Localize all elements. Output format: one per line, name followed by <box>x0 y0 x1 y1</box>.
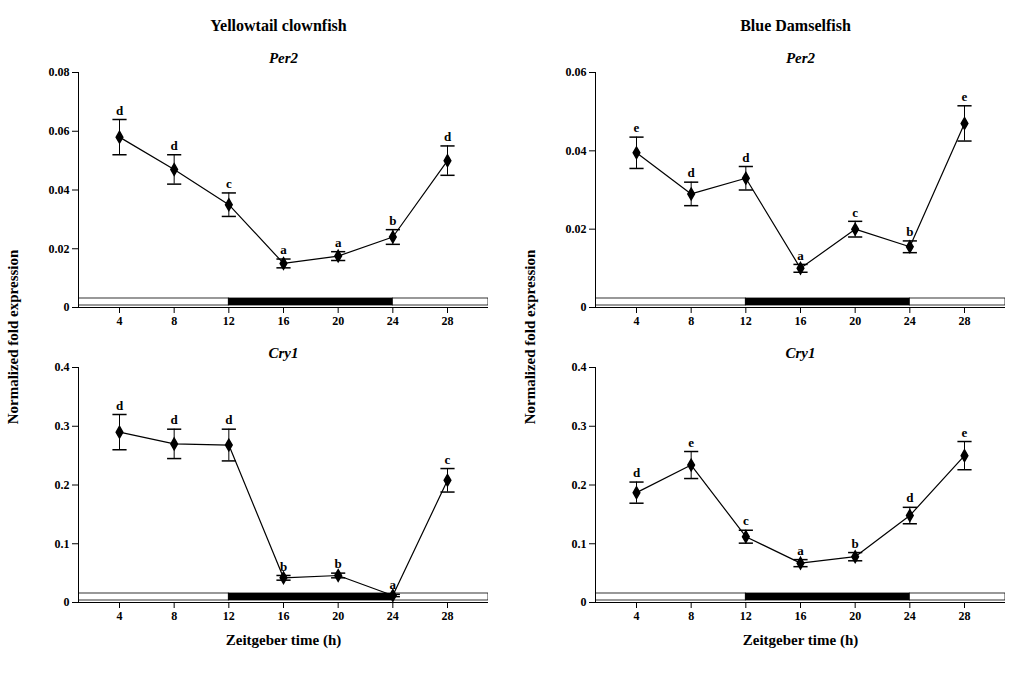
svg-text:0.02: 0.02 <box>49 242 70 256</box>
svg-text:12: 12 <box>740 314 752 328</box>
svg-text:0.4: 0.4 <box>572 360 587 374</box>
svg-text:16: 16 <box>795 314 807 328</box>
svg-text:28: 28 <box>442 314 454 328</box>
svg-text:16: 16 <box>795 609 807 623</box>
html-text:Normalized fold expression: Normalized fold expression <box>4 249 21 425</box>
svg-text:0.04: 0.04 <box>49 183 70 197</box>
svg-text:8: 8 <box>688 314 694 328</box>
svg-text:0.1: 0.1 <box>572 537 587 551</box>
svg-text:0.08: 0.08 <box>49 65 70 79</box>
html-text:Normalized fold expression: Normalized fold expression <box>521 249 538 425</box>
svg-text:Per2: Per2 <box>269 50 299 66</box>
svg-text:b: b <box>389 213 396 228</box>
svg-text:0.4: 0.4 <box>55 360 70 374</box>
svg-text:24: 24 <box>387 609 399 623</box>
svg-text:a: a <box>797 248 804 263</box>
html-text:Blue Damselfish: Blue Damselfish <box>740 17 851 34</box>
svg-text:d: d <box>633 465 641 480</box>
svg-text:20: 20 <box>849 609 861 623</box>
svg-text:a: a <box>335 235 342 250</box>
svg-text:c: c <box>445 452 451 467</box>
svg-text:8: 8 <box>171 314 177 328</box>
svg-text:28: 28 <box>959 314 971 328</box>
svg-text:c: c <box>226 176 232 191</box>
svg-text:4: 4 <box>117 314 123 328</box>
html-text:Zeitgeber time (h): Zeitgeber time (h) <box>225 632 342 648</box>
svg-text:0.04: 0.04 <box>566 144 587 158</box>
svg-text:0.06: 0.06 <box>566 65 587 79</box>
svg-text:4: 4 <box>634 314 640 328</box>
svg-text:c: c <box>852 204 858 219</box>
svg-text:a: a <box>280 242 287 257</box>
svg-text:20: 20 <box>332 609 344 623</box>
svg-text:d: d <box>444 129 452 144</box>
svg-text:0.3: 0.3 <box>55 419 70 433</box>
svg-text:e: e <box>962 425 968 440</box>
svg-text:4: 4 <box>117 609 123 623</box>
svg-text:12: 12 <box>223 609 235 623</box>
html-text:Yellowtail clownfish: Yellowtail clownfish <box>210 17 347 34</box>
svg-text:Per2: Per2 <box>786 50 816 66</box>
svg-text:16: 16 <box>278 609 290 623</box>
svg-text:0: 0 <box>64 300 70 314</box>
svg-text:0.3: 0.3 <box>572 419 587 433</box>
svg-text:0: 0 <box>581 300 587 314</box>
svg-text:24: 24 <box>904 314 916 328</box>
svg-text:24: 24 <box>904 609 916 623</box>
svg-text:28: 28 <box>959 609 971 623</box>
svg-text:a: a <box>390 577 397 592</box>
svg-text:0.2: 0.2 <box>55 478 70 492</box>
svg-text:d: d <box>742 150 750 165</box>
svg-text:d: d <box>116 398 124 413</box>
svg-text:d: d <box>171 412 179 427</box>
svg-text:12: 12 <box>223 314 235 328</box>
svg-text:a: a <box>797 543 804 558</box>
svg-text:12: 12 <box>740 609 752 623</box>
svg-text:20: 20 <box>332 314 344 328</box>
svg-text:4: 4 <box>634 609 640 623</box>
svg-text:b: b <box>335 556 342 571</box>
svg-text:d: d <box>906 490 914 505</box>
svg-text:28: 28 <box>442 609 454 623</box>
svg-text:b: b <box>280 559 287 574</box>
svg-text:d: d <box>171 138 179 153</box>
svg-text:16: 16 <box>278 314 290 328</box>
svg-text:d: d <box>688 165 696 180</box>
svg-text:0.02: 0.02 <box>566 222 587 236</box>
svg-text:e: e <box>634 120 640 135</box>
svg-text:8: 8 <box>171 609 177 623</box>
svg-text:e: e <box>688 435 694 450</box>
svg-text:20: 20 <box>849 314 861 328</box>
svg-text:c: c <box>743 513 749 528</box>
svg-text:0: 0 <box>581 595 587 609</box>
svg-text:24: 24 <box>387 314 399 328</box>
svg-text:0.1: 0.1 <box>55 537 70 551</box>
svg-text:0.2: 0.2 <box>572 478 587 492</box>
svg-text:b: b <box>852 536 859 551</box>
svg-text:b: b <box>906 224 913 239</box>
svg-text:Cry1: Cry1 <box>786 345 816 361</box>
svg-text:0: 0 <box>64 595 70 609</box>
svg-text:8: 8 <box>688 609 694 623</box>
svg-text:d: d <box>116 103 124 118</box>
svg-text:d: d <box>225 412 233 427</box>
html-text:Zeitgeber time (h): Zeitgeber time (h) <box>742 632 859 648</box>
svg-text:0.06: 0.06 <box>49 124 70 138</box>
svg-text:e: e <box>962 89 968 104</box>
svg-text:Cry1: Cry1 <box>269 345 299 361</box>
